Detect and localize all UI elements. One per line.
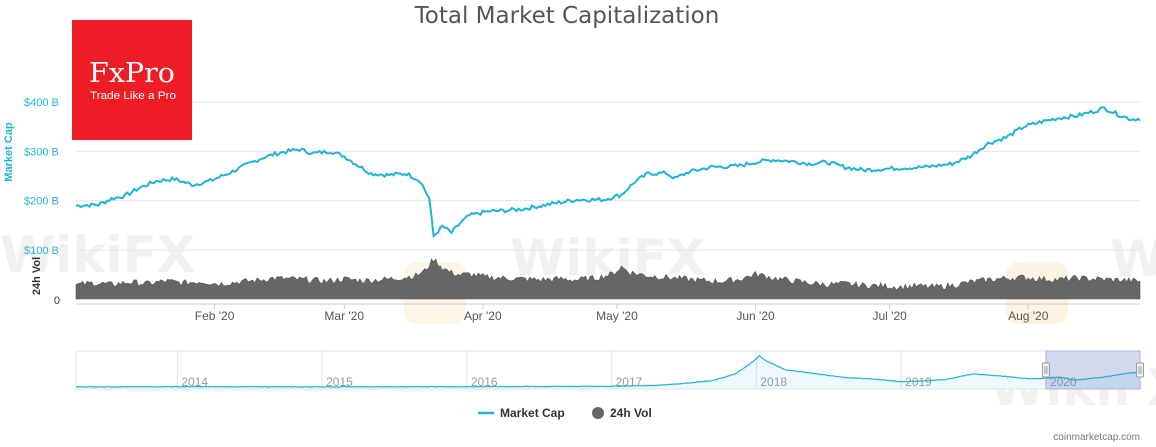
y-axis-ticks: $100 B $200 B $300 B $400 B (24, 97, 59, 257)
navigator-tick-label: 2015 (326, 375, 353, 389)
navigator[interactable]: 2014 2015 2016 2017 2018 2019 2020 (75, 350, 1144, 390)
x-tick-label: Mar '20 (324, 309, 364, 323)
legend-circle-icon (592, 407, 604, 419)
x-tick-label: Jun '20 (736, 309, 775, 323)
navigator-tick-label: 2018 (760, 375, 787, 389)
navigator-area (76, 355, 1140, 389)
legend-label-volume: 24h Vol (610, 406, 652, 420)
navigator-tick-label: 2020 (1050, 375, 1077, 389)
navigator-year-ticks: 2014 2015 2016 2017 2018 2019 2020 (176, 351, 1077, 389)
volume-axis-label: 24h Vol (31, 257, 43, 295)
price-grid (76, 101, 1140, 251)
x-tick-label: Apr '20 (464, 309, 502, 323)
x-tick-label: Aug '20 (1008, 309, 1049, 323)
market-cap-series[interactable] (75, 106, 1141, 239)
legend-label-market-cap: Market Cap (500, 406, 565, 420)
navigator-tick-label: 2016 (471, 375, 498, 389)
x-tick-label: Feb '20 (195, 309, 235, 323)
logo-name: FxPro (89, 58, 175, 89)
navigator-selection[interactable] (1045, 350, 1141, 390)
navigator-series (75, 354, 1141, 388)
y-tick-label: $200 B (24, 196, 59, 208)
y-axis-label: Market Cap (3, 122, 15, 182)
x-axis-ticks: Feb '20 Mar '20 Apr '20 May '20 Jun '20 Jul '… (195, 304, 1049, 323)
logo-tagline: Trade Like a Pro (90, 90, 176, 102)
navigator-frame (75, 350, 1141, 390)
legend-item-volume[interactable]: 24h Vol (592, 406, 652, 420)
navigator-right-handle[interactable] (1136, 362, 1144, 378)
fxpro-logo: FxPro Trade Like a Pro (72, 20, 192, 140)
source-credit: coinmarketcap.com (1053, 432, 1140, 443)
y-tick-label: $400 B (24, 97, 59, 109)
navigator-tick-label: 2014 (181, 375, 208, 389)
x-tick-label: May '20 (596, 309, 638, 323)
y-tick-label: $300 B (24, 146, 59, 158)
navigator-left-handle[interactable] (1041, 362, 1050, 378)
navigator-tick-label: 2019 (905, 375, 932, 389)
legend-item-market-cap[interactable]: Market Cap (478, 406, 565, 420)
chart-title: Total Market Capitalization (414, 3, 720, 29)
y-tick-label: $100 B (24, 245, 59, 257)
watermark-text: WikiFX (0, 226, 195, 284)
volume-zero-tick: 0 (54, 295, 60, 307)
x-tick-label: Jul '20 (872, 309, 907, 323)
legend: Market Cap 24h Vol (478, 406, 652, 420)
logo-background (72, 20, 192, 140)
volume-series[interactable] (75, 258, 1141, 300)
